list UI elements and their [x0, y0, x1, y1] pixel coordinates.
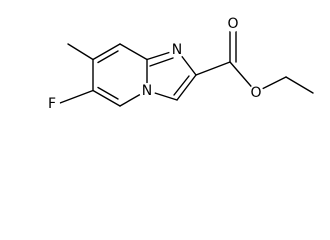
bonds	[59, 29, 314, 107]
atom-label: F	[48, 96, 56, 112]
bond	[92, 43, 121, 61]
label-background	[169, 42, 185, 58]
atom-label: O	[227, 16, 238, 32]
label-background	[248, 85, 264, 101]
atom-label: O	[250, 85, 261, 101]
bond	[67, 43, 94, 61]
double-bond	[97, 86, 119, 100]
label-background	[44, 96, 60, 112]
bond	[92, 89, 121, 107]
atom-label: N	[142, 83, 152, 99]
bond	[176, 74, 197, 101]
bond	[119, 43, 148, 61]
double-bond	[97, 50, 119, 64]
atom-label: N	[172, 42, 182, 58]
bond	[59, 89, 94, 104]
double-bond	[173, 75, 190, 96]
label-background	[225, 16, 241, 32]
bond	[285, 76, 314, 94]
molecule-diagram: F N N O O	[44, 16, 314, 112]
bond	[195, 61, 231, 76]
double-bond	[149, 57, 174, 67]
label-background	[139, 83, 155, 99]
atom-labels: F N N O O	[44, 16, 264, 112]
